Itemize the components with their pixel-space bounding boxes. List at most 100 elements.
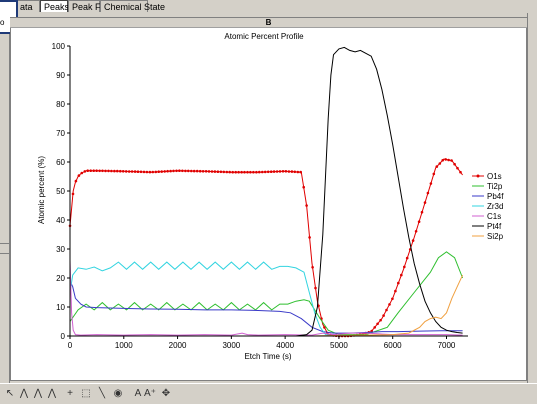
panel-divider bbox=[0, 243, 9, 244]
add-point-icon[interactable]: + bbox=[67, 388, 73, 399]
series-marker-o1s bbox=[124, 170, 128, 173]
series-marker-o1s bbox=[157, 170, 160, 173]
series-marker-o1s bbox=[429, 182, 433, 185]
series-marker-o1s bbox=[373, 326, 377, 329]
line-icon[interactable]: ╲ bbox=[98, 388, 106, 399]
eye-icon[interactable]: ◉ bbox=[113, 388, 123, 399]
series-marker-o1s bbox=[269, 170, 273, 173]
series-marker-o1s bbox=[249, 170, 252, 174]
series-marker-o1s bbox=[228, 170, 231, 174]
y-tick-label: 40 bbox=[56, 216, 65, 225]
series-marker-o1s bbox=[110, 169, 113, 173]
series-marker-o1s bbox=[74, 179, 78, 183]
series-marker-o1s bbox=[435, 165, 439, 168]
x-tick-label: 4000 bbox=[276, 341, 294, 350]
move-icon[interactable]: ✥ bbox=[161, 388, 171, 399]
series-marker-o1s bbox=[382, 314, 385, 317]
multi-peak-icon[interactable]: ⋀ bbox=[33, 388, 43, 399]
y-tick-label: 30 bbox=[56, 245, 65, 254]
series-marker-o1s bbox=[293, 170, 297, 174]
series-marker-o1s bbox=[231, 170, 234, 174]
series-marker-o1s bbox=[121, 170, 125, 173]
series-marker-o1s bbox=[400, 273, 403, 277]
y-tick-label: 0 bbox=[61, 332, 66, 341]
tab-peaks[interactable]: Peaks bbox=[40, 0, 69, 12]
select-arrow-icon[interactable]: ↖ bbox=[5, 388, 15, 399]
series-marker-o1s bbox=[394, 289, 397, 293]
series-marker-o1s bbox=[323, 326, 326, 329]
series-marker-o1s bbox=[243, 170, 246, 174]
series-marker-o1s bbox=[127, 170, 131, 173]
series-marker-o1s bbox=[441, 159, 445, 162]
series-marker-o1s bbox=[432, 172, 436, 176]
series-marker-o1s bbox=[222, 170, 226, 174]
legend-label-si2p: Si2p bbox=[487, 232, 504, 241]
series-marker-o1s bbox=[86, 169, 89, 172]
legend-label-pb4f: Pb4f bbox=[487, 192, 504, 201]
series-marker-o1s bbox=[311, 266, 314, 269]
series-marker-o1s bbox=[388, 303, 391, 306]
x-tick-label: 7000 bbox=[438, 341, 456, 350]
tab-peak-fit[interactable]: Peak Fit bbox=[68, 0, 105, 12]
series-marker-o1s bbox=[139, 170, 143, 174]
tab-chemical-state[interactable]: Chemical State bbox=[100, 0, 165, 12]
series-marker-o1s bbox=[447, 158, 450, 162]
panel-divider bbox=[0, 253, 9, 254]
left-panel bbox=[0, 13, 10, 404]
series-marker-o1s bbox=[178, 169, 181, 172]
series-marker-o1s bbox=[450, 159, 453, 162]
series-marker-o1s bbox=[133, 170, 137, 173]
series-marker-o1s bbox=[405, 256, 409, 260]
dropdown-row[interactable]: o bbox=[0, 18, 5, 27]
y-tick-label: 20 bbox=[56, 274, 65, 283]
legend-label-pt4f: Pt4f bbox=[487, 222, 502, 231]
series-marker-o1s bbox=[397, 281, 400, 285]
series-marker-o1s bbox=[198, 169, 202, 173]
series-marker-o1s bbox=[385, 308, 388, 312]
series-marker-o1s bbox=[423, 201, 427, 204]
x-tick-label: 2000 bbox=[169, 341, 187, 350]
series-marker-o1s bbox=[444, 158, 448, 161]
text-add-icon[interactable]: A⁺ bbox=[144, 388, 156, 399]
legend-label-o1s: O1s bbox=[487, 172, 502, 181]
series-marker-o1s bbox=[290, 170, 294, 173]
series-marker-o1s bbox=[305, 204, 308, 207]
y-tick-label: 80 bbox=[56, 100, 65, 109]
series-marker-o1s bbox=[204, 170, 208, 173]
series-marker-o1s bbox=[175, 169, 178, 173]
series-marker-o1s bbox=[216, 170, 220, 173]
series-marker-o1s bbox=[119, 169, 122, 173]
series-marker-o1s bbox=[302, 185, 306, 189]
chart-title: Atomic Percent Profile bbox=[224, 32, 304, 41]
series-marker-o1s bbox=[181, 169, 184, 173]
series-marker-o1s bbox=[284, 170, 288, 173]
series-marker-o1s bbox=[190, 169, 193, 173]
peak-fit-icon[interactable]: ⋀ bbox=[47, 388, 57, 399]
legend-label-zr3d: Zr3d bbox=[487, 202, 503, 211]
text-icon[interactable]: A bbox=[134, 388, 142, 399]
x-tick-label: 3000 bbox=[222, 341, 240, 350]
peak-icon[interactable]: ⋀ bbox=[19, 388, 29, 399]
bottom-toolbar: ↖ ⋀ ⋀ ⋀ + ⬚ ╲ ◉ A A⁺ ✥ bbox=[0, 383, 537, 404]
y-tick-label: 90 bbox=[56, 71, 65, 80]
series-line-si2p bbox=[70, 274, 464, 337]
series-marker-o1s bbox=[417, 220, 421, 223]
series-marker-o1s bbox=[154, 170, 158, 174]
series-marker-o1s bbox=[438, 162, 442, 165]
series-line-zr3d bbox=[69, 261, 463, 337]
series-marker-o1s bbox=[151, 170, 155, 174]
series-marker-o1s bbox=[376, 322, 379, 326]
series-marker-o1s bbox=[172, 169, 175, 173]
series-marker-o1s bbox=[184, 169, 187, 173]
series-marker-o1s bbox=[145, 170, 149, 174]
series-line-c1s bbox=[69, 260, 463, 336]
y-tick-label: 50 bbox=[56, 187, 65, 196]
region-icon[interactable]: ⬚ bbox=[81, 388, 91, 399]
y-axis-label: Atomic percent (%) bbox=[37, 156, 46, 224]
series-marker-o1s bbox=[453, 162, 456, 166]
series-marker-o1s bbox=[420, 210, 424, 214]
plot-window-title: B bbox=[10, 18, 527, 28]
series-marker-o1s bbox=[207, 170, 211, 173]
